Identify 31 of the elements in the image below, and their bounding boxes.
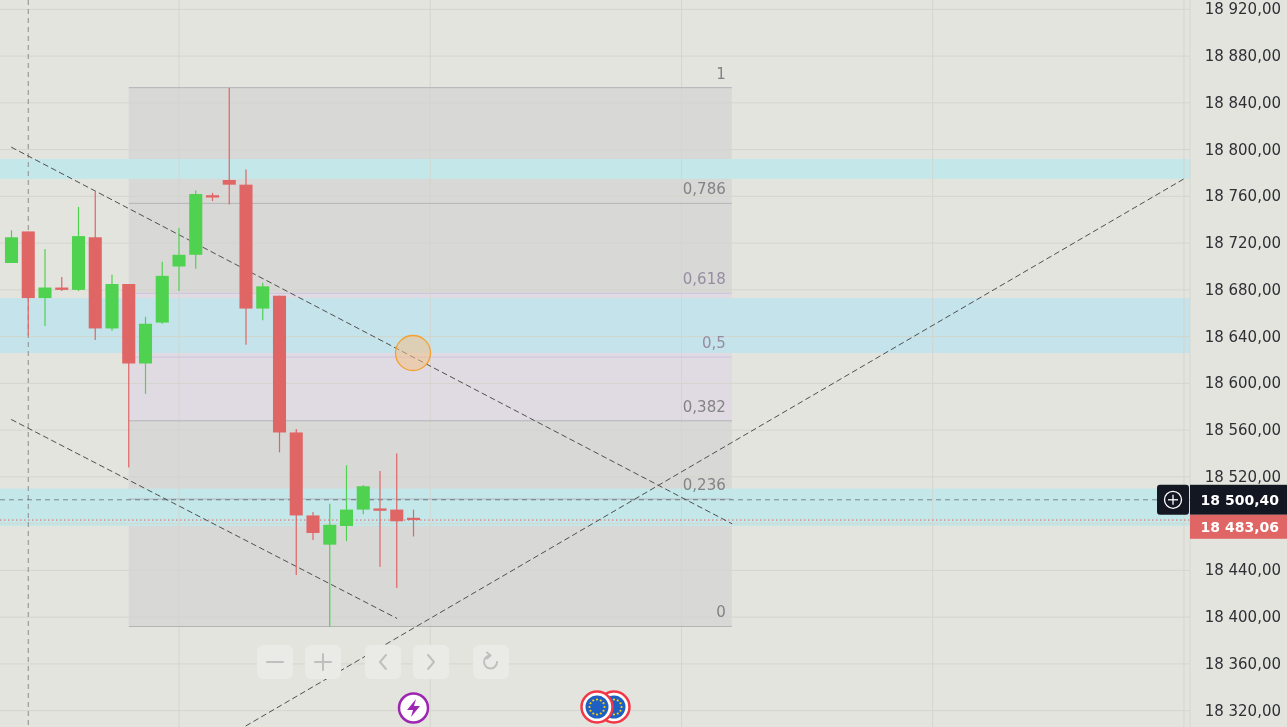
candlestick xyxy=(323,503,337,628)
candlestick xyxy=(256,282,270,321)
y-tick-label: 18 560,00 xyxy=(1204,421,1281,440)
candlestick xyxy=(339,464,354,542)
annotation: 1 xyxy=(716,64,726,83)
y-tick-label: 18 880,00 xyxy=(1204,47,1281,66)
candlestick xyxy=(356,484,370,515)
annotation: 0,786 xyxy=(682,180,726,199)
annotation: 0,618 xyxy=(682,270,726,289)
y-tick-label: 18 760,00 xyxy=(1204,187,1281,206)
ref-line-label: 18 500,40 xyxy=(1200,491,1280,508)
annotation: 0,5 xyxy=(701,334,726,353)
annotation: 0,236 xyxy=(682,476,726,495)
y-tick-label: 18 680,00 xyxy=(1204,280,1281,299)
y-tick-label: 18 920,00 xyxy=(1204,0,1281,19)
y-tick-label: 18 720,00 xyxy=(1204,234,1281,253)
y-tick-label: 18 600,00 xyxy=(1204,374,1281,393)
y-tick-label: 18 800,00 xyxy=(1204,140,1281,159)
candlestick xyxy=(222,87,236,206)
ref-line-label: 18 483,06 xyxy=(1200,518,1279,535)
y-tick-label: 18 520,00 xyxy=(1204,467,1281,486)
candlestick xyxy=(38,248,52,327)
y-tick-label: 18 640,00 xyxy=(1204,327,1281,346)
y-tick-label: 18 840,00 xyxy=(1204,93,1281,112)
annotation: 0 xyxy=(716,603,726,622)
annotation: 0,382 xyxy=(682,397,726,416)
candlestick xyxy=(172,227,186,292)
y-tick-label: 18 360,00 xyxy=(1204,654,1281,673)
y-tick-label: 18 320,00 xyxy=(1204,701,1281,720)
y-tick-label: 18 440,00 xyxy=(1204,561,1281,580)
y-tick-label: 18 400,00 xyxy=(1204,608,1281,627)
